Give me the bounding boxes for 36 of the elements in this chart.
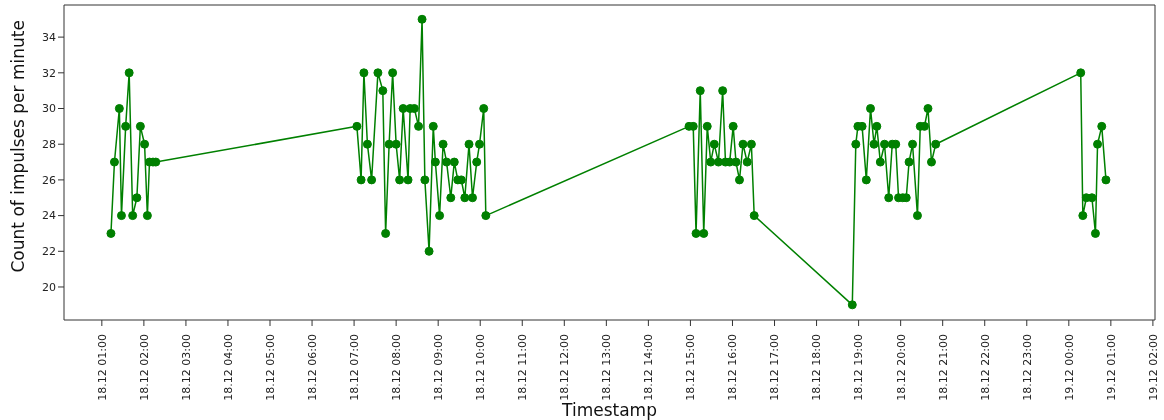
y-tick-label: 20	[42, 280, 56, 294]
y-tick-label: 28	[42, 138, 56, 152]
x-axis-title: Timestamp	[561, 400, 657, 420]
x-tick-label: 18.12 15:00	[684, 334, 698, 401]
x-tick-label: 18.12 21:00	[936, 334, 950, 401]
y-tick-label: 34	[42, 31, 56, 45]
x-tick-label: 18.12 10:00	[474, 334, 488, 401]
x-tick-label: 18.12 02:00	[137, 334, 151, 401]
x-tick-label: 18.12 07:00	[347, 334, 361, 401]
x-tick-label: 18.12 20:00	[894, 334, 908, 401]
x-tick-label: 18.12 04:00	[221, 334, 235, 401]
x-tick-label: 19.12 02:00	[1146, 334, 1160, 401]
x-tick-label: 18.12 08:00	[389, 334, 403, 401]
x-tick-label: 18.12 09:00	[432, 334, 446, 401]
x-tick-label: 18.12 12:00	[558, 334, 572, 401]
x-tick-label: 18.12 17:00	[768, 334, 782, 401]
y-tick-label: 30	[42, 102, 56, 116]
x-tick-label: 18.12 01:00	[95, 334, 109, 401]
x-tick-label: 18.12 13:00	[600, 334, 614, 401]
y-tick-label: 32	[42, 66, 56, 80]
x-tick-label: 18.12 16:00	[726, 334, 740, 401]
x-tick-label: 18.12 11:00	[516, 334, 530, 401]
y-tick-label: 22	[42, 245, 56, 259]
x-tick-label: 18.12 03:00	[179, 334, 193, 401]
x-tick-label: 19.12 01:00	[1104, 334, 1118, 401]
x-tick-label: 18.12 14:00	[642, 334, 656, 401]
x-tick-label: 18.12 18:00	[810, 334, 824, 401]
y-tick-label: 26	[42, 173, 56, 187]
x-tick-label: 18.12 19:00	[852, 334, 866, 401]
y-tick-label: 24	[42, 209, 56, 223]
y-axis-title: Count of impulses per minute	[8, 20, 29, 273]
x-tick-label: 18.12 22:00	[978, 334, 992, 401]
x-tick-label: 18.12 23:00	[1020, 334, 1034, 401]
x-tick-label: 19.12 00:00	[1062, 334, 1076, 401]
x-tick-label: 18.12 05:00	[263, 334, 277, 401]
x-tick-label: 18.12 06:00	[305, 334, 319, 401]
